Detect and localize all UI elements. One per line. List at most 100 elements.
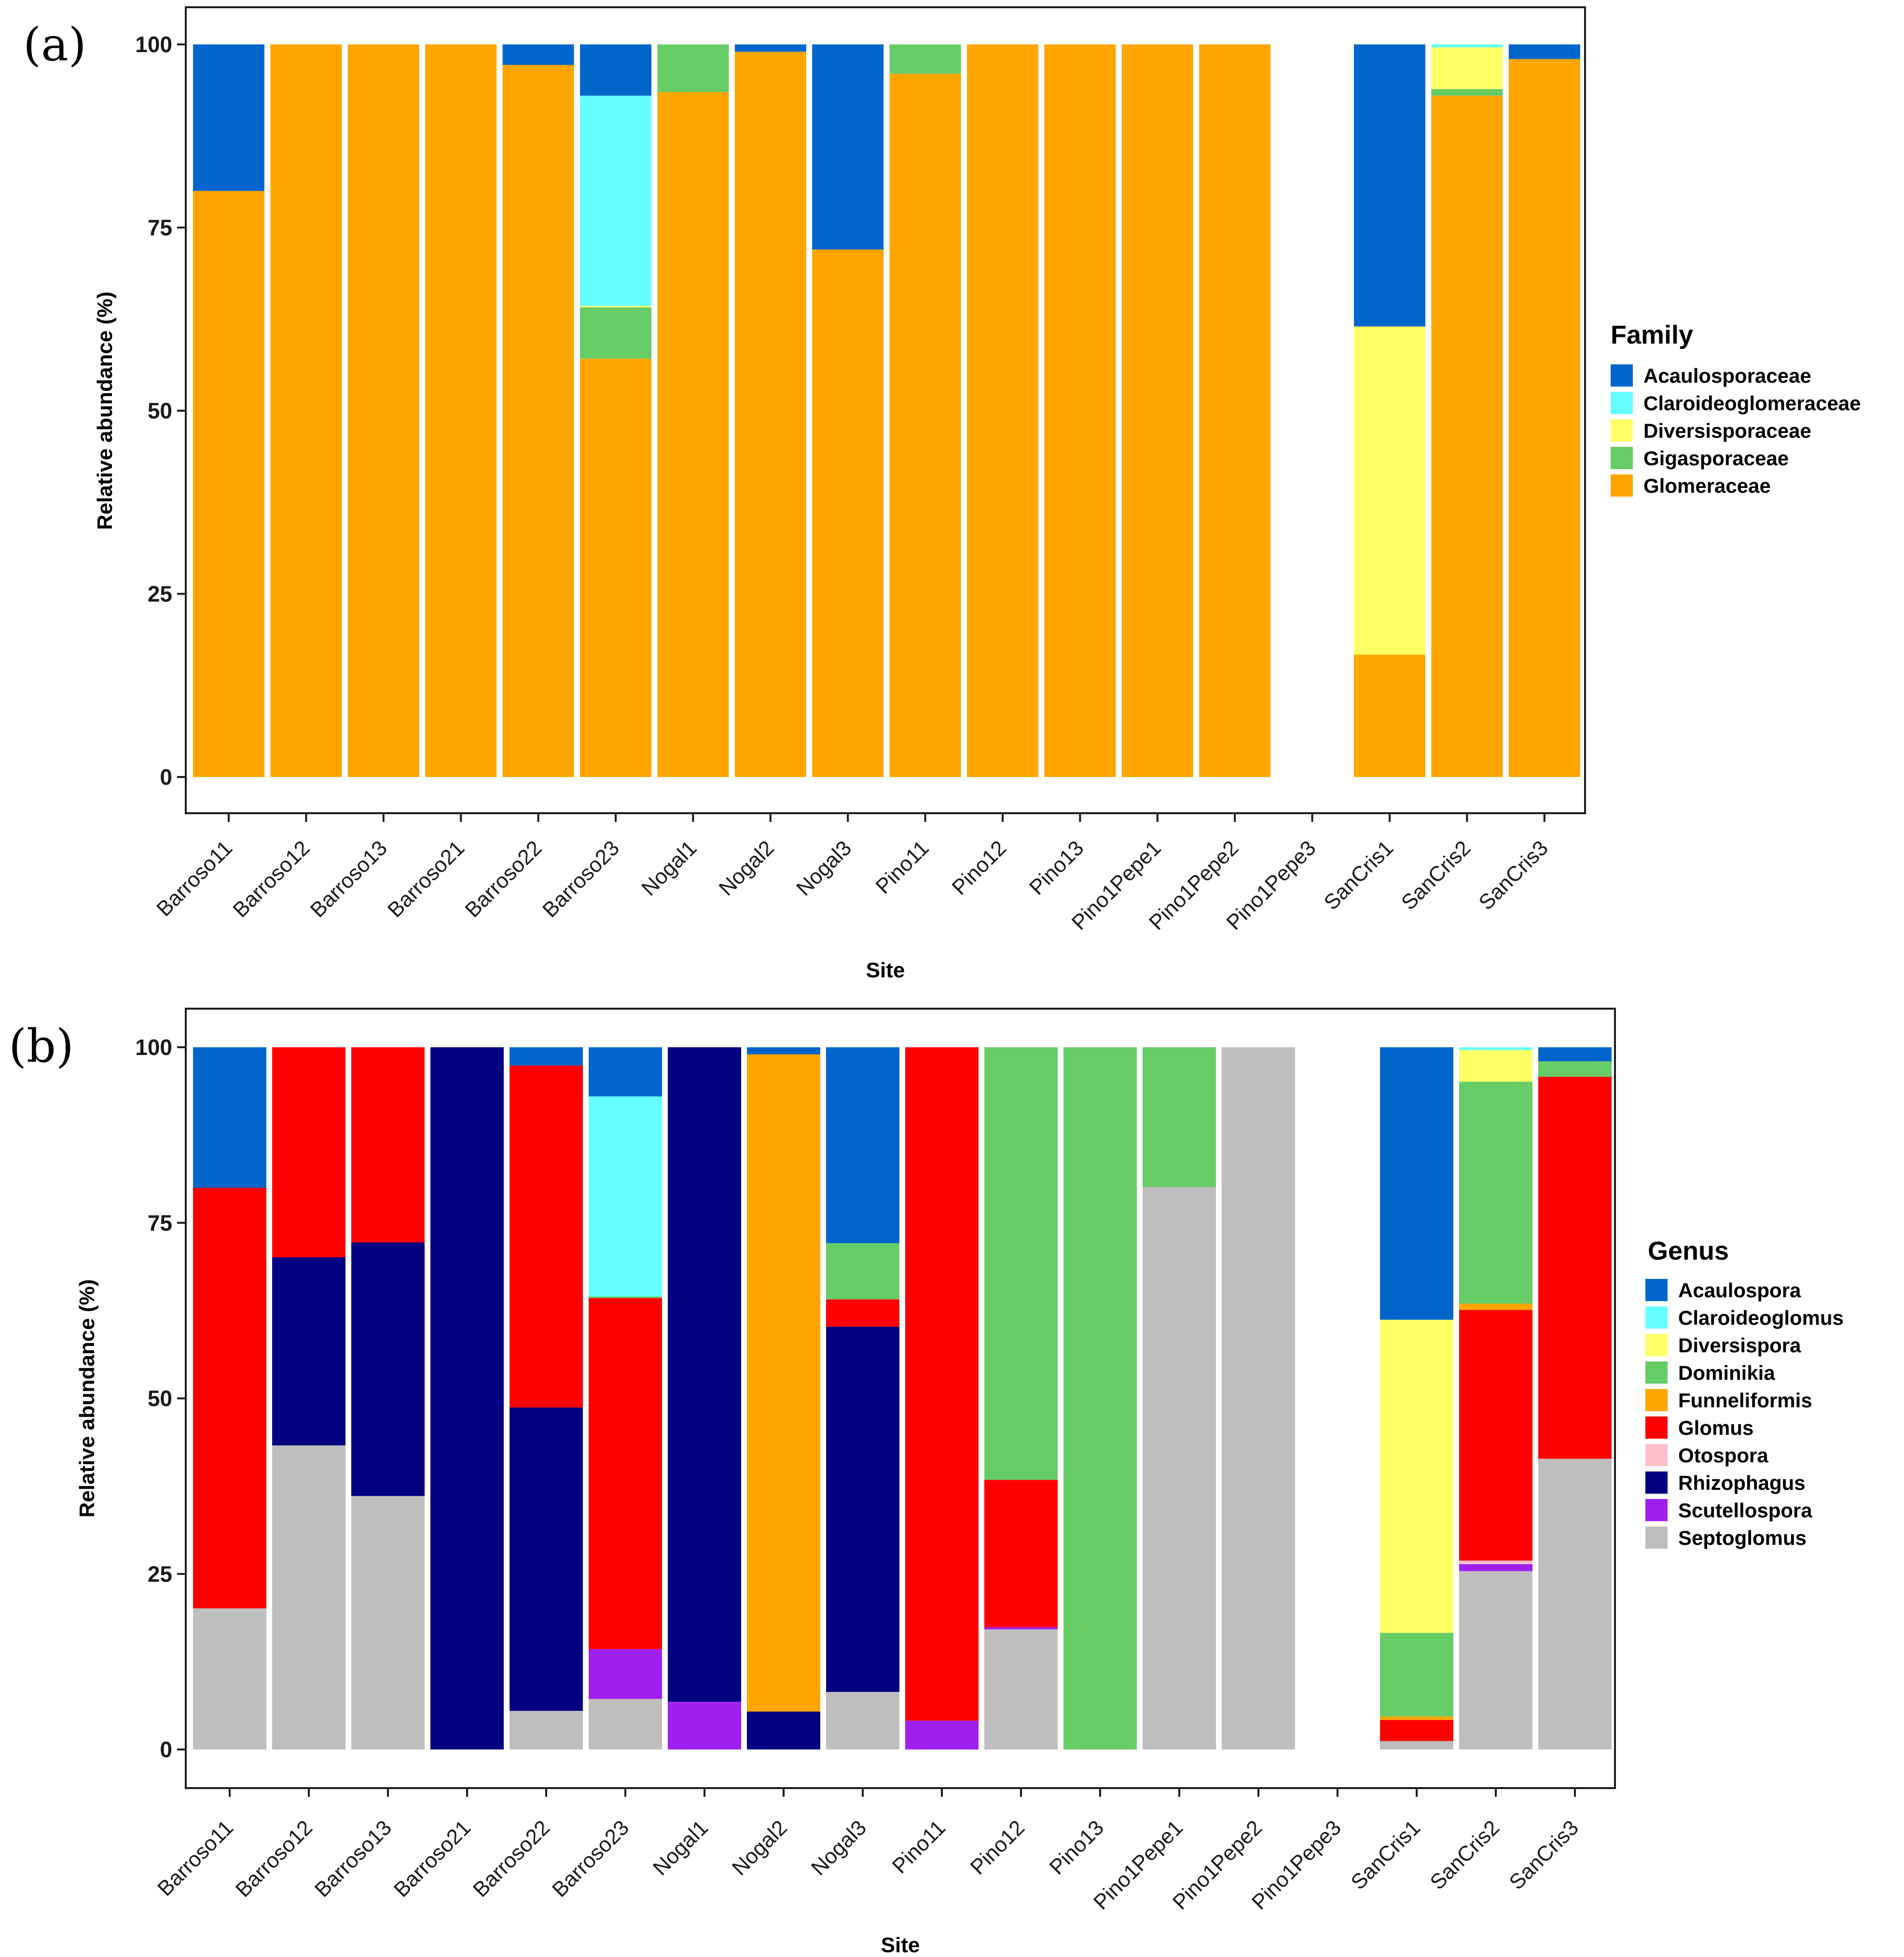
bar-segment [580,44,651,96]
y-tick-label: 75 [148,215,172,240]
bar-segment [589,1047,662,1096]
bar-segment [1459,1560,1532,1564]
bar-segment [510,1407,583,1711]
bar-segment [502,65,574,777]
legend-entry: Claroideoglomus [1678,1306,1844,1329]
bar-segment [1431,47,1503,89]
legend-entry: Glomus [1678,1416,1753,1439]
bar-segment [1380,1741,1453,1749]
bar-segment [502,44,574,65]
bar-segment [193,1188,266,1609]
bar-segment [905,1047,979,1721]
y-tick-label: 25 [148,582,172,607]
bar-segment [1459,1564,1532,1571]
legend-entry: Funneliformis [1678,1389,1812,1412]
bar-segment [984,1629,1058,1749]
bar-segment [1380,1633,1453,1717]
x-axis-title: Site [866,958,905,982]
bar-segment [193,1047,266,1188]
bar-segment [580,305,651,307]
bar-segment [272,1445,345,1749]
bar-segment [351,1496,425,1749]
bar-segment [905,1721,979,1749]
bar-segment [270,44,342,777]
y-tick-label: 75 [148,1210,172,1235]
bar-segment [1459,1050,1532,1082]
bar-segment [1380,1319,1453,1633]
bar-segment [826,1327,899,1692]
legend: Family Acaulosporaceae Claroideoglomeracea… [1611,320,1861,497]
bar-segment [826,1692,899,1749]
bar-segment [657,92,729,777]
legend-entry: Otospora [1678,1444,1768,1467]
bar-segment [984,1627,1058,1630]
bar-segment [1143,1047,1216,1187]
y-axis-title: Relative abundance (%) [93,291,117,530]
legend-entry: Glomeraceae [1643,474,1771,497]
bar-segment [812,250,884,777]
bar-segment [347,44,419,777]
bar-segment [1222,1047,1295,1749]
bar-segment [747,1047,820,1055]
bar-segment [1199,44,1271,777]
bar-segment [826,1299,899,1327]
bar-segment [1121,44,1193,777]
legend-entry: Claroideoglomeraceae [1643,392,1861,415]
legend-entry: Rhizophagus [1678,1471,1806,1494]
bar-segment [967,44,1038,777]
bar-segment [1538,1047,1612,1062]
bar-segment [812,44,884,250]
bar-segment [1431,89,1503,96]
bar-segment [1354,654,1425,777]
bar-segment [589,1096,662,1297]
panel-label: (b) [9,1020,74,1073]
bar-segment [1063,1047,1137,1749]
legend-swatch [1645,1306,1668,1329]
bar-segment [589,1699,662,1749]
bar-segment [1354,44,1425,327]
bar-segment [425,44,497,777]
bar-segment [826,1047,899,1243]
bar-segment [510,1710,583,1749]
panel-label: (a) [23,18,86,71]
legend-swatch [1645,1471,1668,1494]
bar-segment [1044,44,1116,777]
bar-segment [1431,44,1503,48]
bar-segment [1354,326,1425,655]
bar-segment [1538,1458,1612,1749]
bar-segment [272,1257,345,1445]
bar-segment [580,96,651,306]
bar-segment [193,44,264,191]
bar-segment [747,1711,820,1749]
y-tick-label: 100 [135,1035,172,1060]
bar-segment [1380,1047,1453,1320]
bar-segment [1431,96,1503,777]
legend-entry: Acaulospora [1678,1279,1801,1302]
bar-segment [668,1047,741,1702]
legend-entry: Septoglomus [1678,1527,1807,1549]
legend-swatch [1645,1416,1668,1439]
bar-segment [984,1480,1058,1627]
legend-entry: Gigasporaceae [1643,447,1789,470]
y-tick-label: 50 [148,1386,172,1411]
bar-segment [1380,1716,1453,1720]
legend-swatch [1611,447,1633,469]
y-tick-label: 0 [160,1737,172,1762]
bar-segment [1538,1061,1612,1077]
legend-swatch [1645,1499,1668,1521]
legend-swatch [1611,419,1633,442]
bar-segment [1380,1720,1453,1741]
legend-title: Family [1611,320,1693,349]
y-tick-label: 0 [160,764,172,790]
bar-segment [1538,1077,1612,1459]
legend-swatch [1645,1389,1668,1411]
bar-segment [1143,1187,1216,1749]
legend-entry: Dominikia [1678,1361,1775,1384]
legend-swatch [1645,1527,1668,1549]
bar-segment [580,307,651,359]
bar-segment [510,1047,583,1066]
legend-title: Genus [1648,1236,1729,1265]
bar-segment [1508,44,1580,59]
legend-entry: Diversispora [1678,1334,1801,1357]
